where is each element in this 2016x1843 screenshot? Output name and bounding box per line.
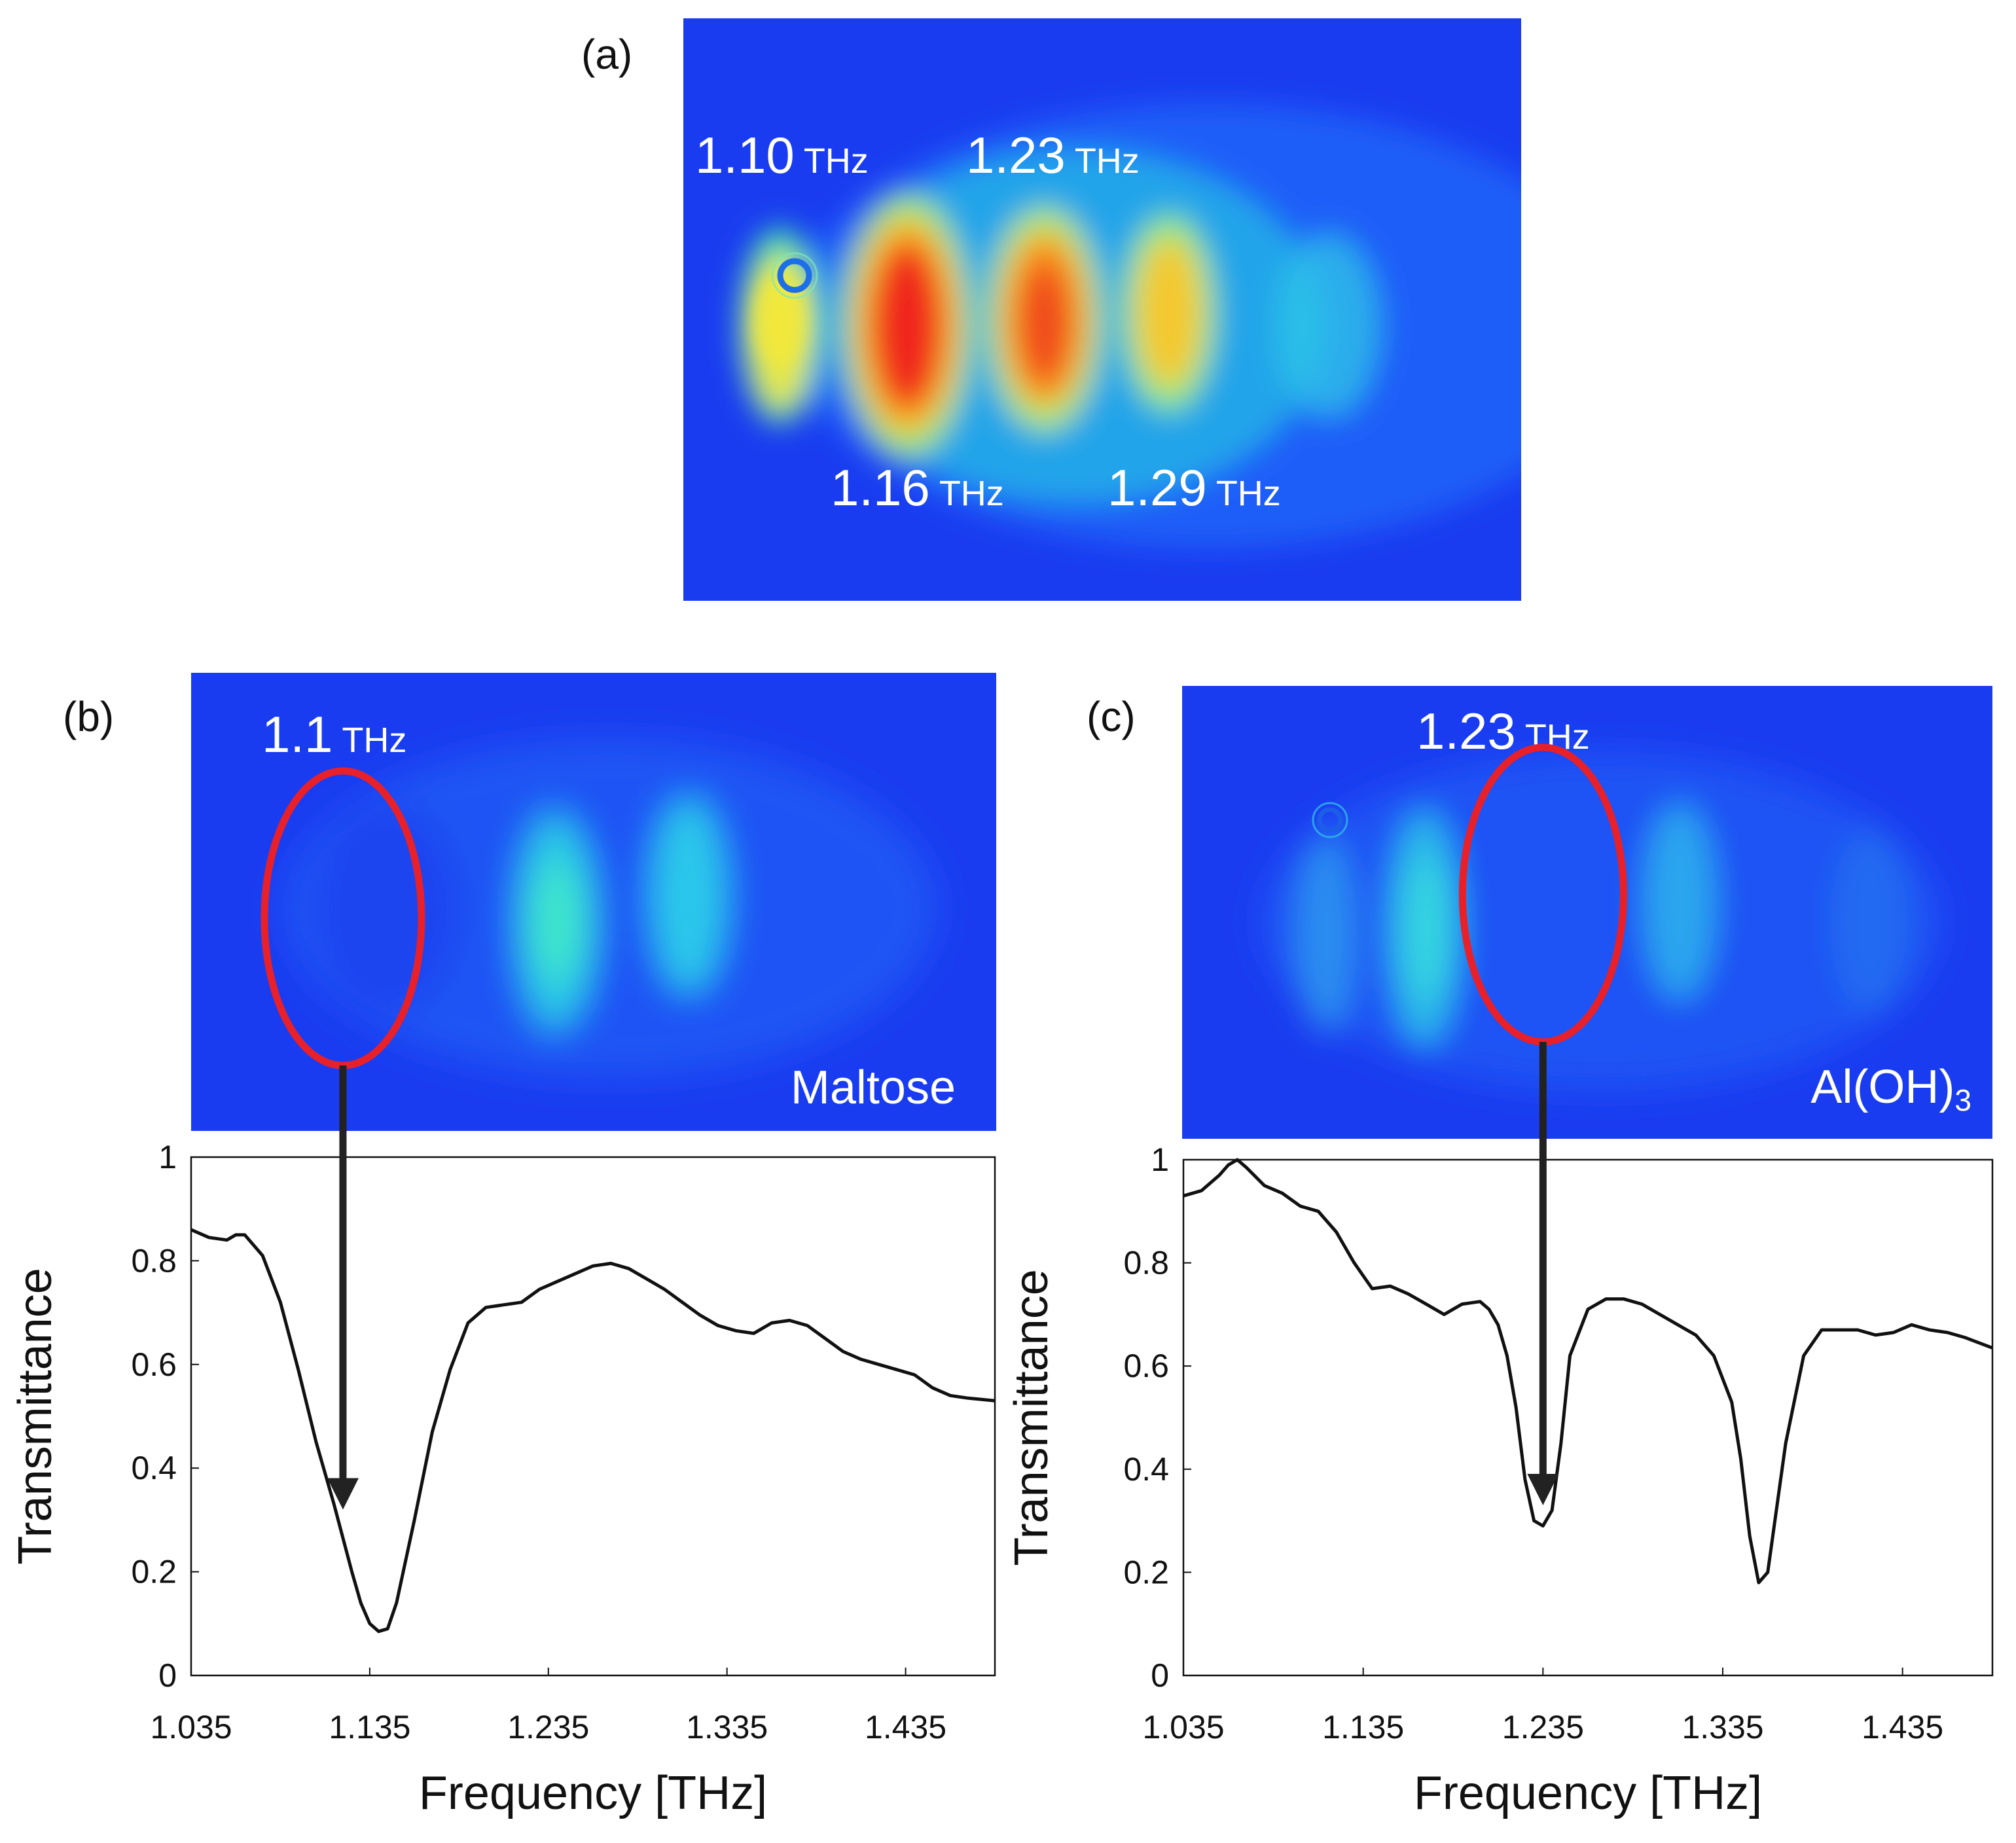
sample-label-aloh3-text: Al(OH) [1810,1061,1955,1113]
x-tick-label-c: 1.135 [1322,1709,1404,1745]
x-tick-label-c: 1.435 [1862,1709,1943,1745]
peak-label-2: 1.23 THz [966,130,1140,181]
x-tick-label-c: 1.035 [1142,1709,1224,1745]
x-tick-label-b: 1.435 [865,1709,946,1745]
x-tick-label-b: 1.235 [507,1709,589,1745]
sample-label-aloh3: Al(OH)3 [1810,1064,1971,1115]
peak-label-4-value: 1.29 [1107,459,1207,516]
panel-c-image: 1.23 THz Al(OH)3 [1182,686,1992,1139]
y-tick-label-b: 0.2 [131,1554,177,1590]
marker-label-b-unit: THz [342,721,407,760]
y-tick-label-c: 0 [1151,1657,1169,1694]
x-tick-label-b: 1.135 [329,1709,410,1745]
y-axis-label-b: Transmittance [9,1268,62,1564]
x-tick-label-c: 1.335 [1682,1709,1763,1745]
thz-image-a [683,18,1521,601]
peak-label-3: 1.16 THz [831,462,1004,513]
panel-b-image: 1.1 THz Maltose [191,673,996,1131]
y-tick-label-b: 0.6 [131,1346,177,1383]
arrow-head-c [1527,1473,1559,1505]
y-tick-label-c: 1 [1151,1141,1169,1178]
y-axis-label-c: Transmittance [1005,1269,1058,1566]
sample-label-maltose: Maltose [790,1062,956,1114]
series-line-c [1183,1158,1993,1584]
plot-frame-c [1182,1158,1994,1677]
x-tick-label-c: 1.235 [1502,1709,1584,1745]
y-tick-label-c: 0.6 [1123,1348,1169,1384]
y-tick-label-b: 0.8 [131,1242,177,1279]
marker-label-c-value: 1.23 [1416,702,1516,760]
peak-label-1-unit: THz [803,141,869,181]
peak-label-4-unit: THz [1215,474,1281,513]
sample-label-aloh3-subscript: 3 [1954,1083,1971,1117]
peak-label-1-value: 1.10 [695,126,795,184]
plot-frame-b [190,1156,996,1677]
y-tick-label-c: 0.4 [1123,1451,1169,1488]
peak-label-4: 1.29 THz [1107,462,1281,513]
peak-label-2-unit: THz [1074,141,1140,181]
x-tick-label-b: 1.335 [686,1709,768,1745]
panel-a-image: 1.10 THz 1.23 THz 1.16 THz 1.29 THz [683,18,1521,601]
marker-label-c-unit: THz [1524,717,1590,757]
y-tick-label-b: 1 [158,1139,177,1175]
panel-a-label: (a) [581,31,633,78]
x-tick-label-b: 1.035 [150,1709,232,1745]
y-tick-label-b: 0.4 [131,1450,177,1486]
marker-label-c: 1.23 THz [1416,706,1590,757]
peak-label-1: 1.10 THz [695,130,869,181]
peak-label-3-unit: THz [939,474,1004,513]
peak-label-2-value: 1.23 [966,126,1066,184]
x-axis-label-b: Frequency [THz] [419,1767,767,1819]
arrow-head-b [327,1478,359,1510]
peak-label-3-value: 1.16 [831,459,930,516]
panel-b-label: (b) [63,693,115,740]
marker-label-b: 1.1 THz [262,709,406,760]
y-tick-label-c: 0.8 [1123,1245,1169,1281]
marker-label-b-value: 1.1 [262,706,333,763]
x-axis-label-c: Frequency [THz] [1414,1767,1762,1819]
panel-c-label: (c) [1087,693,1136,740]
y-tick-label-c: 0.2 [1123,1554,1169,1590]
series-line-b [190,1228,996,1634]
y-tick-label-b: 0 [158,1657,177,1694]
